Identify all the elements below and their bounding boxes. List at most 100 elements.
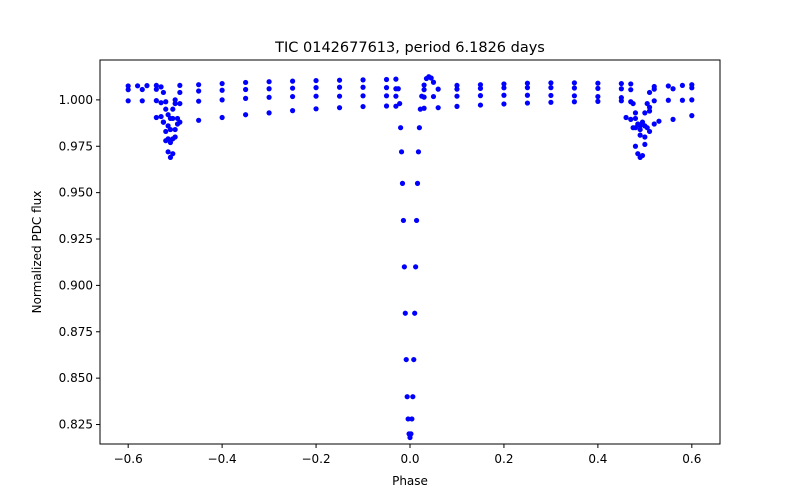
data-point (165, 112, 171, 118)
data-point (313, 77, 319, 84)
data-point (454, 93, 460, 99)
data-point (336, 77, 343, 83)
data-point (400, 217, 407, 224)
data-point (139, 98, 145, 104)
y-axis-ticks: 0.825 0.850 0.875 0.900 0.925 0.950 0.975 1.000 (59, 93, 100, 432)
data-point (383, 76, 390, 83)
data-point (393, 103, 399, 109)
data-point (635, 151, 641, 157)
data-point (679, 97, 686, 103)
data-point (125, 83, 131, 89)
data-point (163, 106, 169, 112)
data-point (401, 264, 407, 270)
data-point (477, 82, 484, 88)
data-point (219, 97, 225, 103)
data-point (165, 136, 171, 142)
data-point (501, 85, 507, 91)
data-point (399, 180, 406, 186)
data-point (219, 80, 225, 87)
data-point (409, 416, 415, 422)
data-point (165, 149, 171, 155)
data-point (336, 84, 343, 90)
data-point (646, 128, 653, 135)
data-point (415, 149, 422, 155)
data-point (383, 93, 390, 99)
data-point (170, 115, 176, 122)
data-point (153, 86, 159, 92)
data-point (170, 136, 176, 142)
x-tick-label: 0.2 (494, 452, 513, 466)
data-point (524, 100, 531, 106)
data-point (595, 80, 601, 86)
data-point (403, 356, 409, 363)
data-point (158, 84, 164, 90)
data-point (435, 105, 441, 111)
data-point (167, 154, 174, 160)
data-point (689, 97, 695, 103)
data-point (689, 113, 695, 119)
data-point (618, 98, 624, 104)
data-point (644, 100, 650, 107)
data-point (628, 87, 634, 93)
x-tick-label: −0.6 (114, 452, 143, 466)
data-point (153, 98, 159, 104)
data-point (411, 356, 417, 363)
data-point (435, 86, 441, 92)
data-point (174, 115, 181, 122)
data-point (219, 114, 225, 121)
data-point (646, 108, 653, 114)
data-point (163, 99, 169, 105)
data-point (383, 85, 390, 91)
data-point (548, 80, 554, 86)
data-point (524, 92, 531, 98)
data-point (165, 123, 171, 129)
data-point (501, 81, 507, 87)
data-point (172, 126, 178, 133)
data-point (266, 110, 272, 116)
data-point (243, 112, 249, 118)
x-tick-label: 0.6 (682, 452, 701, 466)
data-point (313, 85, 319, 91)
data-point (177, 89, 183, 96)
data-point (153, 114, 159, 121)
data-point (170, 151, 176, 157)
data-point (421, 105, 427, 111)
data-point (651, 86, 657, 92)
data-point (313, 106, 319, 112)
data-point (421, 94, 427, 100)
data-point (416, 125, 422, 131)
data-point (243, 95, 249, 101)
data-point (196, 88, 202, 94)
data-point (134, 83, 141, 89)
data-point (266, 94, 272, 100)
y-tick-label: 0.875 (59, 325, 93, 339)
data-point (632, 115, 639, 122)
data-point (402, 310, 408, 316)
data-point (196, 82, 202, 88)
data-point (421, 87, 427, 93)
data-point (632, 110, 639, 116)
data-point (196, 117, 202, 123)
data-point (548, 85, 554, 91)
data-point (646, 104, 653, 110)
data-point (383, 103, 390, 109)
data-point (524, 80, 531, 86)
data-point (144, 83, 150, 89)
data-point (289, 78, 296, 84)
chart-title: TIC 0142677613, period 6.1826 days (274, 40, 545, 56)
data-point (360, 93, 366, 99)
data-point (360, 77, 366, 83)
data-point (266, 79, 272, 85)
data-point (428, 75, 434, 81)
data-point (398, 125, 404, 131)
data-point (167, 126, 174, 133)
data-point (243, 79, 249, 86)
data-point (430, 79, 437, 85)
data-point (632, 125, 639, 131)
data-point (336, 93, 343, 99)
data-point (160, 89, 167, 96)
data-point (414, 180, 421, 186)
data-point (158, 100, 164, 106)
data-point (651, 121, 657, 127)
data-point (689, 85, 695, 91)
